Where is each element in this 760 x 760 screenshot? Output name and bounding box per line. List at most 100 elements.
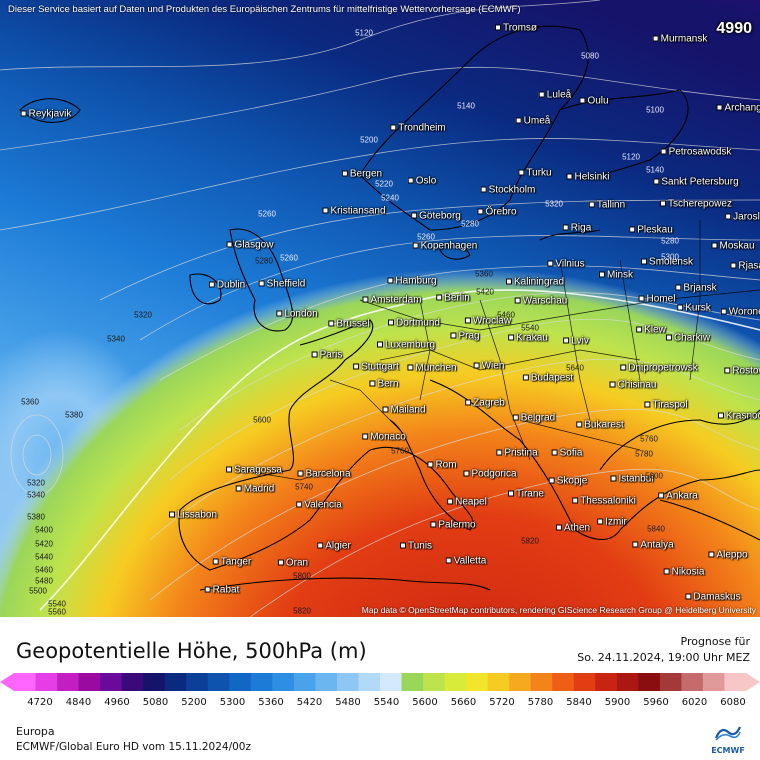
color-scale-tick: 5960 — [643, 697, 669, 708]
city-label: Brüssel — [328, 319, 369, 330]
color-scale-tick: 5080 — [142, 697, 169, 708]
region-label: Europa — [16, 725, 55, 738]
ecmwf-notice: Dieser Service basiert auf Daten und Pro… — [8, 4, 521, 15]
city-label: Antalya — [632, 540, 673, 551]
color-scale-swatch — [293, 673, 316, 691]
city-label: Rabat — [205, 585, 240, 596]
color-scale-swatch — [186, 673, 209, 691]
city-label: Ankara — [658, 491, 698, 502]
color-scale-swatch — [250, 673, 273, 691]
city-label: Mailand — [382, 405, 425, 416]
city-label: Vilnius — [547, 259, 584, 270]
city-label: Helsinki — [566, 172, 609, 183]
isoline-value: 5240 — [381, 193, 399, 203]
model-run-label: ECMWF/Global Euro HD vom 15.11.2024/00z — [16, 741, 252, 753]
city-label: Umeå — [516, 116, 551, 127]
isoline-value: 5540 — [48, 599, 66, 609]
color-scale-tick: 6080 — [720, 697, 746, 708]
color-scale-swatch — [702, 673, 725, 691]
isoline-value: 5820 — [293, 606, 311, 616]
color-scale-swatch — [100, 673, 123, 691]
color-scale-tick: 5720 — [489, 697, 515, 708]
city-label: Göteborg — [411, 211, 461, 222]
city-label: Pristina — [496, 448, 537, 459]
city-label: Sheffield — [259, 279, 306, 290]
color-scale-swatch — [530, 673, 553, 691]
isoline-value: 5260 — [258, 209, 276, 219]
city-label: Istanbul — [610, 474, 653, 485]
isoline-value: 5260 — [280, 253, 298, 263]
city-label: Kristiansand — [322, 206, 385, 217]
isoline-value: 5320 — [545, 199, 563, 209]
city-label: Thessaloniki — [572, 496, 636, 507]
color-scale-swatch — [681, 673, 704, 691]
city-label: Sofia — [552, 448, 583, 459]
city-label: Budapest — [523, 373, 573, 384]
city-label: Brjansk — [675, 283, 716, 294]
city-label: Saragossa — [226, 465, 282, 476]
isoline-value: 5400 — [35, 525, 53, 535]
city-label: Tunis — [400, 541, 432, 552]
color-scale-swatch — [444, 673, 467, 691]
isoline-value: 5280 — [461, 219, 479, 229]
city-label: Rom — [427, 460, 456, 471]
color-scale-swatch — [595, 673, 618, 691]
city-label: London — [276, 309, 317, 320]
city-label: Luxemburg — [377, 340, 435, 351]
city-label: Bern — [369, 379, 398, 390]
center-value-label: 4990 — [716, 20, 752, 37]
city-label: Skopje — [549, 476, 588, 487]
isoline-value: 5640 — [566, 363, 584, 373]
isoline-value: 5460 — [35, 565, 53, 575]
isoline-value: 5300 — [661, 252, 679, 262]
isoline-value: 5140 — [457, 101, 475, 111]
isoline-value: 5120 — [622, 152, 640, 162]
city-label: Warschau — [515, 296, 568, 307]
city-label: Berlin — [436, 293, 470, 304]
city-label: Krasnodar — [718, 411, 760, 422]
city-label: Bergen — [342, 169, 382, 180]
color-scale-bar — [0, 673, 760, 691]
city-label: Kaliningrad — [506, 277, 564, 288]
isoline-value: 5200 — [360, 135, 378, 145]
isoline-value: 5280 — [661, 236, 679, 246]
city-label: Oulu — [579, 96, 608, 107]
color-scale-swatch — [659, 673, 682, 691]
city-label: Barcelona — [297, 469, 350, 480]
city-label: Prag — [450, 331, 479, 342]
city-label: Tromsø — [495, 23, 537, 34]
city-label: Klew — [636, 325, 666, 336]
color-scale-tick: 5420 — [296, 697, 323, 708]
isoline-value: 5340 — [107, 334, 125, 344]
color-scale-swatch — [380, 673, 403, 691]
city-label: Reykjavik — [21, 109, 72, 120]
color-scale-swatch — [78, 673, 101, 691]
city-label: Örebro — [477, 207, 516, 218]
city-label: München — [407, 363, 456, 374]
color-scale-swatch — [14, 673, 37, 691]
city-label: Pleskau — [629, 225, 673, 236]
city-label: Krakau — [508, 333, 548, 344]
city-label: Petrosawodsk — [661, 147, 732, 158]
ecmwf-logo-icon — [714, 726, 742, 741]
city-label: Jaroslawl — [725, 212, 760, 223]
city-label: Tanger — [213, 557, 252, 568]
city-label: Trondheim — [390, 123, 445, 134]
isoline-value: 5480 — [35, 576, 53, 586]
city-label: Oran — [278, 558, 308, 569]
color-scale-tick: 5360 — [258, 697, 284, 708]
city-label: Zagreb — [465, 398, 505, 409]
ecmwf-logo-text: ECMWF — [711, 746, 745, 755]
isoline-value: 5420 — [35, 539, 53, 549]
polar-low-field — [380, 0, 760, 160]
city-label: Damaskus — [685, 592, 740, 603]
color-scale-swatch — [724, 673, 747, 691]
city-label: Rostow — [724, 366, 760, 377]
isoline-value: 5460 — [497, 310, 515, 320]
city-label: Rjasan — [730, 261, 760, 272]
isoline-value: 5560 — [48, 607, 66, 617]
city-label: Belgrad — [513, 413, 555, 424]
city-label: Paris — [312, 350, 343, 361]
city-label: Podgorica — [463, 469, 516, 480]
isoline-value: 5780 — [635, 449, 653, 459]
